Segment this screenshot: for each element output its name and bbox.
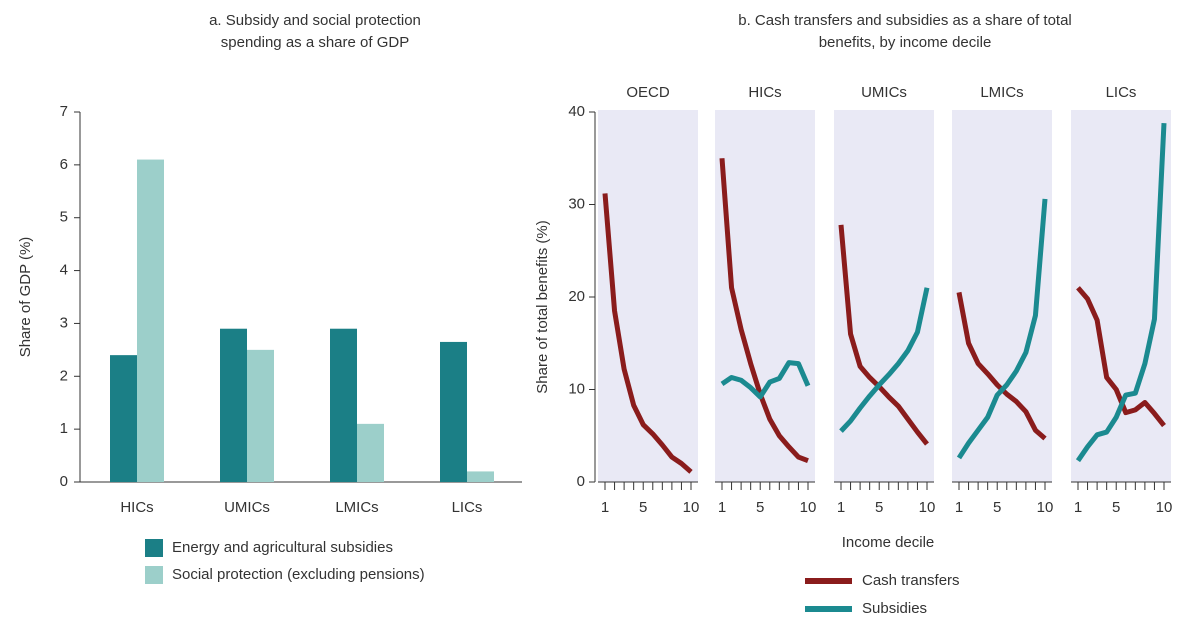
panel-background bbox=[715, 110, 815, 482]
bar bbox=[220, 328, 247, 482]
y-tick-label: 40 bbox=[568, 103, 585, 120]
x-tick-label: LMICs bbox=[335, 499, 378, 516]
x-tick-label: 5 bbox=[639, 499, 647, 516]
x-tick-label: 10 bbox=[1156, 499, 1173, 516]
x-tick-label: 1 bbox=[601, 499, 609, 516]
legend-label: Energy and agricultural subsidies bbox=[172, 539, 393, 556]
x-tick-label: 1 bbox=[718, 499, 726, 516]
x-tick-label: 10 bbox=[1037, 499, 1054, 516]
line bbox=[602, 193, 693, 474]
panel-title: UMICs bbox=[861, 84, 907, 101]
x-tick-label: 10 bbox=[683, 499, 700, 516]
legend-label: Social protection (excluding pensions) bbox=[172, 566, 425, 583]
x-tick-label: 1 bbox=[955, 499, 963, 516]
legend-swatch bbox=[145, 566, 163, 584]
bar bbox=[247, 349, 274, 482]
y-tick-label: 20 bbox=[568, 288, 585, 305]
line bbox=[1075, 122, 1167, 463]
x-tick-label: HICs bbox=[120, 499, 153, 516]
x-tick-label: 5 bbox=[756, 499, 764, 516]
line bbox=[719, 158, 809, 464]
x-tick-label: 1 bbox=[1074, 499, 1082, 516]
y-tick-label: 0 bbox=[60, 473, 68, 490]
line bbox=[720, 360, 811, 400]
panel-title: LMICs bbox=[980, 84, 1023, 101]
y-tick-label: 2 bbox=[60, 367, 68, 384]
bar bbox=[357, 423, 384, 482]
bar bbox=[330, 328, 357, 482]
y-tick-label: 7 bbox=[60, 103, 68, 120]
panel-title: HICs bbox=[748, 84, 781, 101]
bar bbox=[467, 471, 494, 482]
legend-label: Subsidies bbox=[862, 600, 927, 617]
panel-title: OECD bbox=[626, 84, 670, 101]
y-axis-label: Share of total benefits (%) bbox=[534, 220, 551, 393]
x-tick-label: 5 bbox=[1112, 499, 1120, 516]
y-tick-label: 1 bbox=[60, 420, 68, 437]
legend-swatch bbox=[145, 539, 163, 557]
x-tick-label: 5 bbox=[993, 499, 1001, 516]
y-tick-label: 3 bbox=[60, 314, 68, 331]
panel-title: LICs bbox=[1106, 84, 1137, 101]
x-tick-label: 10 bbox=[919, 499, 936, 516]
y-tick-label: 10 bbox=[568, 380, 585, 397]
y-tick-label: 5 bbox=[60, 209, 68, 226]
y-tick-label: 4 bbox=[60, 262, 68, 279]
line bbox=[839, 287, 930, 433]
bar bbox=[137, 159, 164, 483]
x-axis-label: Income decile bbox=[842, 534, 935, 551]
x-tick-label: LICs bbox=[452, 499, 483, 516]
line bbox=[956, 198, 1048, 460]
line bbox=[838, 224, 929, 446]
bar bbox=[110, 355, 137, 482]
y-tick-label: 6 bbox=[60, 156, 68, 173]
chart-title: b. Cash transfers and subsidies as a sha… bbox=[738, 12, 1072, 51]
bar bbox=[440, 341, 467, 482]
y-tick-label: 30 bbox=[568, 195, 585, 212]
y-axis-label: Share of GDP (%) bbox=[17, 237, 34, 358]
x-tick-label: 10 bbox=[800, 499, 817, 516]
y-tick-label: 0 bbox=[577, 473, 585, 490]
chart-title: a. Subsidy and social protection spendin… bbox=[209, 12, 421, 51]
x-tick-label: 1 bbox=[837, 499, 845, 516]
legend-label: Cash transfers bbox=[862, 572, 960, 589]
x-tick-label: 5 bbox=[875, 499, 883, 516]
x-tick-label: UMICs bbox=[224, 499, 270, 516]
